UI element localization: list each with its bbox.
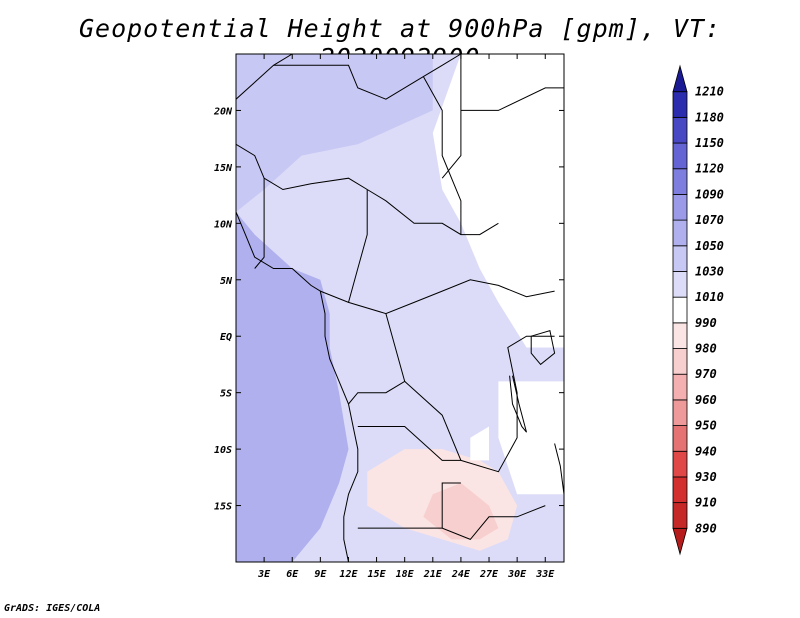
x-tick-label: 27E <box>479 569 499 580</box>
border <box>422 76 462 235</box>
colorbar-label: 930 <box>695 470 717 484</box>
x-tick-label: 30E <box>507 569 527 580</box>
colorbar-label: 960 <box>695 393 717 407</box>
colorbar-label: 1150 <box>695 136 724 150</box>
colorbar-bin <box>672 91 688 118</box>
colorbar: 890 910 930 940 950 960 970 980 990 1010 1030 1050 1… <box>672 64 724 556</box>
border <box>441 482 461 529</box>
colorbar-bin <box>672 399 688 426</box>
x-tick-label: 6E <box>286 569 299 580</box>
y-tick-label: 10N <box>214 219 233 230</box>
colorbar-label: 1180 <box>695 110 724 124</box>
colorbar-bin <box>672 425 688 452</box>
border <box>357 505 546 541</box>
colorbar-label: 980 <box>695 342 717 356</box>
x-tick-label: 15E <box>368 569 387 580</box>
border <box>460 335 555 473</box>
y-tick-label: 15S <box>214 502 232 513</box>
region-north-sahel <box>236 54 433 212</box>
x-tick-label: 12E <box>339 569 358 580</box>
y-tick-label: 20N <box>213 106 233 117</box>
border <box>460 87 564 111</box>
colorbar-label: 1120 <box>695 162 724 176</box>
y-tick-label: 5S <box>220 389 232 400</box>
border <box>236 143 368 191</box>
colorbar-bin <box>672 245 688 272</box>
y-tick-label: 10S <box>214 445 232 456</box>
colorbar-label: 970 <box>695 367 717 381</box>
x-axis: 3E 6E 9E 12E 15E 18E 21E 24E 27E 30E 33E <box>257 54 555 580</box>
region-west-coast-ocean <box>236 212 349 562</box>
colorbar-bin <box>672 450 688 478</box>
lake-tanganyika <box>509 375 527 433</box>
region-southwest-corner <box>236 483 293 562</box>
border <box>357 381 462 461</box>
credit-label: GrADS: IGES/COLA <box>4 603 101 614</box>
colorbar-label: 910 <box>695 496 717 510</box>
colorbar-label: 940 <box>695 444 717 458</box>
y-axis: 20N 15N 10N 5N EQ 5S 10S 15S <box>213 106 564 513</box>
region-east-sudan <box>432 54 564 348</box>
country-borders <box>236 54 564 562</box>
colorbar-label: 1070 <box>695 213 724 227</box>
colorbar-bin <box>672 271 688 298</box>
y-tick-label: 5N <box>220 276 233 287</box>
y-tick-label: 15N <box>214 163 233 174</box>
colorbar-bin <box>672 194 688 221</box>
coastline <box>236 211 359 562</box>
map-frame <box>235 53 565 563</box>
colorbar-bin <box>672 296 688 324</box>
lake-malawi <box>554 443 564 495</box>
colorbar-bin <box>672 476 688 504</box>
colorbar-bin <box>672 168 688 195</box>
x-tick-label: 33E <box>535 569 555 580</box>
x-tick-label: 18E <box>396 569 415 580</box>
x-tick-label: 21E <box>423 569 443 580</box>
colorbar-bin <box>672 64 688 93</box>
border <box>320 279 555 315</box>
colorbar-label: 1090 <box>695 187 724 201</box>
colorbar-label: 1030 <box>695 264 724 278</box>
colorbar-bin <box>672 527 688 556</box>
colorbar-label: 990 <box>695 316 717 330</box>
lake-victoria <box>530 329 556 366</box>
y-tick-label: EQ <box>220 332 232 343</box>
colorbar-bin <box>672 219 688 247</box>
colorbar-label: 950 <box>695 419 717 433</box>
colorbar-bin <box>672 116 688 144</box>
x-tick-label: 3E <box>257 569 271 580</box>
x-tick-label: 9E <box>314 569 327 580</box>
colorbar-label: 1010 <box>695 290 724 304</box>
border <box>348 313 406 405</box>
border <box>366 189 499 236</box>
x-tick-label: 24E <box>451 569 471 580</box>
colorbar-label: 1210 <box>695 85 724 99</box>
border <box>273 54 462 100</box>
colorbar-bin <box>672 373 688 401</box>
colorbar-bin <box>672 348 688 375</box>
colorbar-bin <box>672 142 688 170</box>
border <box>254 178 265 269</box>
colorbar-bin <box>672 322 688 349</box>
colorbar-label: 1050 <box>695 239 724 253</box>
region-east-sudan <box>470 426 489 461</box>
colorbar-label: 890 <box>695 521 717 535</box>
colorbar-bin <box>672 502 688 529</box>
border <box>441 54 462 179</box>
border <box>348 189 368 303</box>
